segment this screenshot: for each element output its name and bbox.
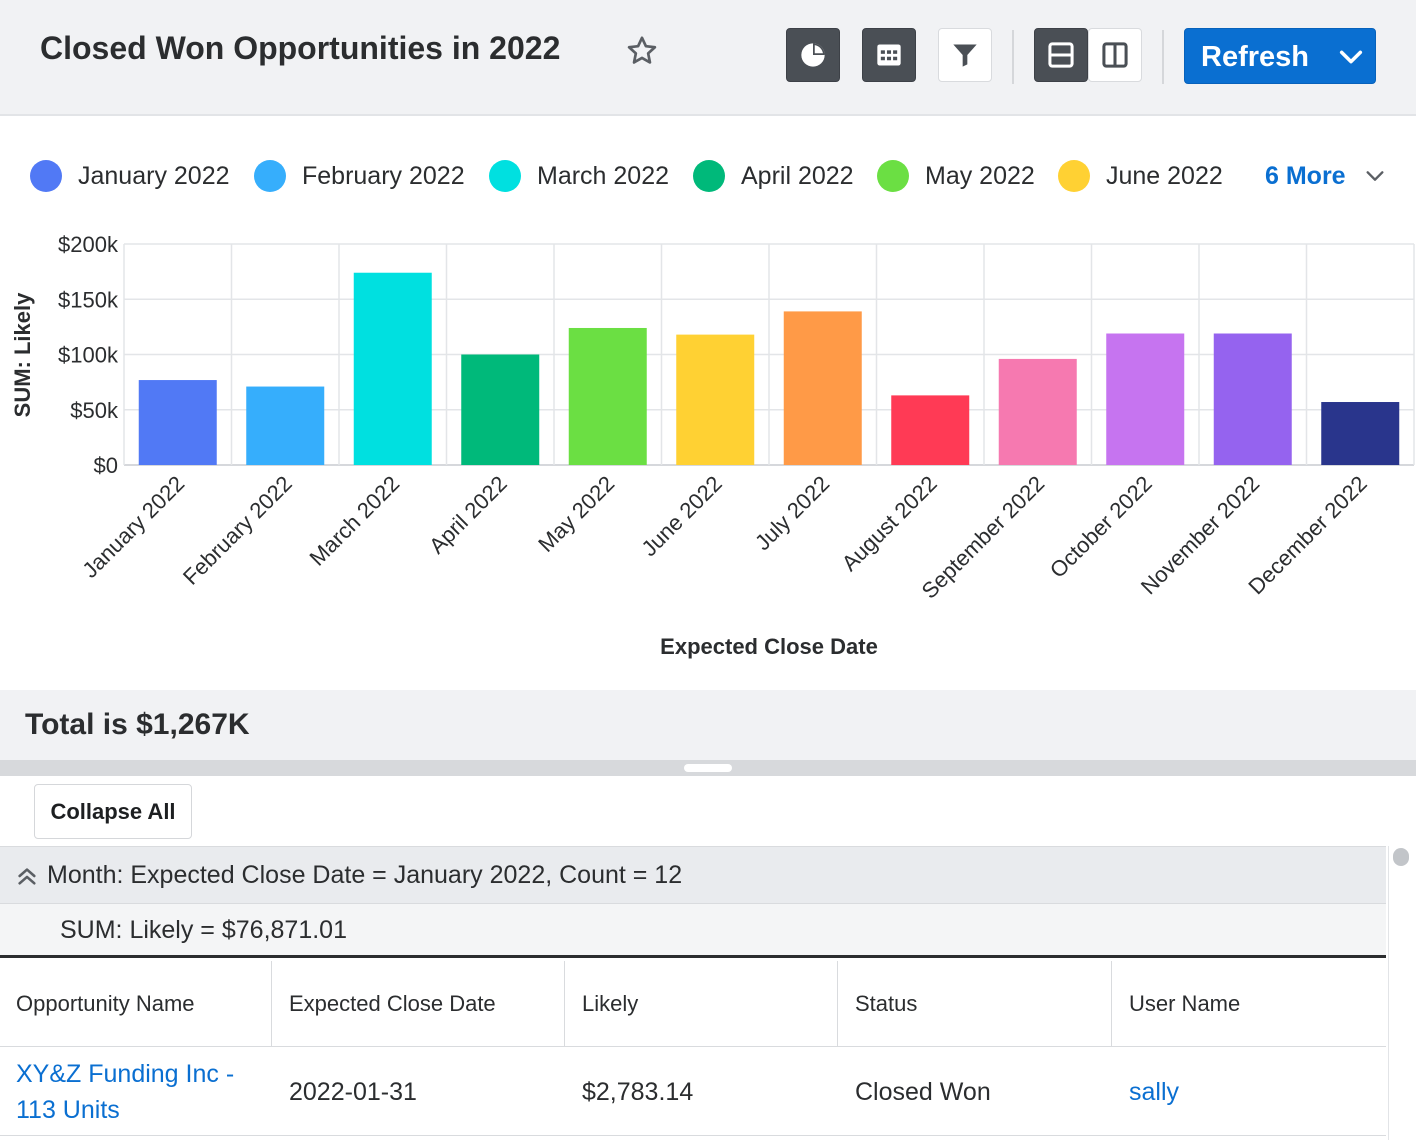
bar: [138, 380, 217, 465]
splitter-grip-handle[interactable]: [684, 764, 732, 772]
bar-chart: $0 $50k $100k $150k $200k January 2022Februar…: [10, 232, 1415, 659]
legend-swatch: [489, 160, 521, 192]
legend-more-button[interactable]: 6 More: [1265, 156, 1386, 196]
column-header-expected-close-date[interactable]: Expected Close Date: [273, 961, 565, 1047]
legend-item[interactable]: April 2022: [693, 156, 854, 196]
refresh-button[interactable]: Refresh: [1184, 28, 1376, 84]
legend-label: April 2022: [741, 161, 854, 190]
legend-swatch: [30, 160, 62, 192]
legend-label: June 2022: [1106, 161, 1223, 190]
user-name-link[interactable]: sally: [1129, 1078, 1180, 1106]
toolbar-separator: [1012, 30, 1014, 84]
bar: [246, 386, 325, 465]
x-tick-label: May 2022: [533, 471, 619, 557]
bar: [1106, 333, 1185, 465]
total-band: Total is $1,267K: [0, 690, 1416, 760]
y-tick-label: $200k: [58, 232, 119, 257]
legend-item[interactable]: May 2022: [877, 156, 1035, 196]
legend-swatch: [254, 160, 286, 192]
group-sum-text: SUM: Likely = $76,871.01: [60, 916, 347, 944]
opportunity-name-link[interactable]: XY&Z Funding Inc - 113 Units: [16, 1056, 234, 1128]
y-tick-label: $0: [94, 453, 118, 478]
legend-label: May 2022: [925, 161, 1035, 190]
bar: [998, 358, 1077, 465]
x-tick-label: February 2022: [178, 471, 297, 590]
user-name-cell: sally: [1113, 1048, 1386, 1136]
opportunity-name-cell: XY&Z Funding Inc - 113 Units: [0, 1048, 272, 1136]
refresh-label: Refresh: [1201, 41, 1309, 73]
legend-label: February 2022: [302, 161, 465, 190]
x-tick-label: April 2022: [424, 471, 512, 559]
column-header-status[interactable]: Status: [839, 961, 1112, 1047]
bar: [1213, 333, 1292, 465]
bar: [353, 272, 432, 465]
legend-item[interactable]: March 2022: [489, 156, 669, 196]
opportunity-name-line1: XY&Z Funding Inc -: [16, 1060, 235, 1088]
bar: [568, 327, 647, 465]
x-axis-title: Expected Close Date: [660, 634, 878, 659]
table-view-button[interactable]: [862, 28, 916, 82]
x-tick-label: June 2022: [636, 471, 726, 561]
y-tick-label: $150k: [58, 287, 119, 312]
table-row: XY&Z Funding Inc - 113 Units 2022-01-31 …: [0, 1048, 1386, 1136]
rows-layout-icon: [1048, 42, 1074, 68]
legend-label: January 2022: [78, 161, 230, 190]
filter-icon: [953, 44, 977, 67]
group-header-row[interactable]: Month: Expected Close Date = January 202…: [0, 846, 1386, 904]
status-cell: Closed Won: [855, 1078, 991, 1106]
page-title: Closed Won Opportunities in 2022: [40, 30, 561, 66]
y-tick-label: $100k: [58, 343, 119, 368]
y-tick-label: $50k: [70, 398, 119, 423]
bar: [1321, 402, 1400, 465]
legend-label: March 2022: [537, 161, 670, 190]
legend-swatch: [1058, 160, 1090, 192]
chart-legend: January 2022 February 2022 March 2022 April…: [0, 156, 1416, 196]
resize-splitter[interactable]: [0, 760, 1416, 776]
x-tick-label: March 2022: [304, 471, 404, 571]
chevron-down-icon: [1366, 171, 1384, 181]
filter-button[interactable]: [938, 28, 992, 82]
columns-layout-icon: [1102, 42, 1128, 68]
bar: [783, 311, 862, 465]
scrollbar-thumb[interactable]: [1393, 848, 1409, 866]
column-header-opportunity-name[interactable]: Opportunity Name: [0, 961, 272, 1047]
y-axis-title: SUM: Likely: [10, 292, 35, 417]
legend-swatch: [693, 160, 725, 192]
bar: [461, 354, 540, 465]
collapse-all-button[interactable]: Collapse All: [34, 784, 192, 839]
vertical-scrollbar[interactable]: [1388, 846, 1416, 1140]
x-tick-label: August 2022: [837, 471, 942, 576]
x-tick-label: January 2022: [77, 471, 189, 583]
legend-more-label: 6 More: [1265, 161, 1346, 190]
column-header-likely[interactable]: Likely: [566, 961, 838, 1047]
toolbar-separator: [1162, 30, 1164, 84]
double-chevron-up-icon[interactable]: [16, 865, 38, 887]
likely-cell: $2,783.14: [582, 1078, 694, 1106]
bar: [676, 334, 755, 465]
legend-item[interactable]: February 2022: [254, 156, 465, 196]
x-tick-label: July 2022: [750, 471, 834, 555]
opportunity-name-line2: 113 Units: [16, 1096, 120, 1124]
chevron-down-icon[interactable]: [1337, 43, 1365, 71]
bar: [891, 395, 970, 465]
columns-layout-button[interactable]: [1088, 28, 1142, 82]
group-sum-row: SUM: Likely = $76,871.01: [0, 904, 1386, 958]
table-header: Opportunity Name Expected Close Date Lik…: [0, 961, 1386, 1047]
expected-close-date-cell: 2022-01-31: [289, 1078, 417, 1106]
rows-layout-button[interactable]: [1034, 28, 1088, 82]
legend-item[interactable]: June 2022: [1058, 156, 1223, 196]
pie-chart-icon: [801, 43, 825, 67]
table-grid-icon: [877, 44, 901, 66]
favorite-star-icon[interactable]: [624, 33, 660, 69]
report-header: Closed Won Opportunities in 2022: [0, 0, 1416, 116]
chart-view-button[interactable]: [786, 28, 840, 82]
x-tick-label: October 2022: [1045, 471, 1157, 583]
total-text: Total is $1,267K: [25, 708, 250, 741]
group-header-text: Month: Expected Close Date = January 202…: [47, 861, 683, 889]
legend-item[interactable]: January 2022: [30, 156, 230, 196]
column-header-user-name[interactable]: User Name: [1129, 991, 1241, 1016]
legend-swatch: [877, 160, 909, 192]
